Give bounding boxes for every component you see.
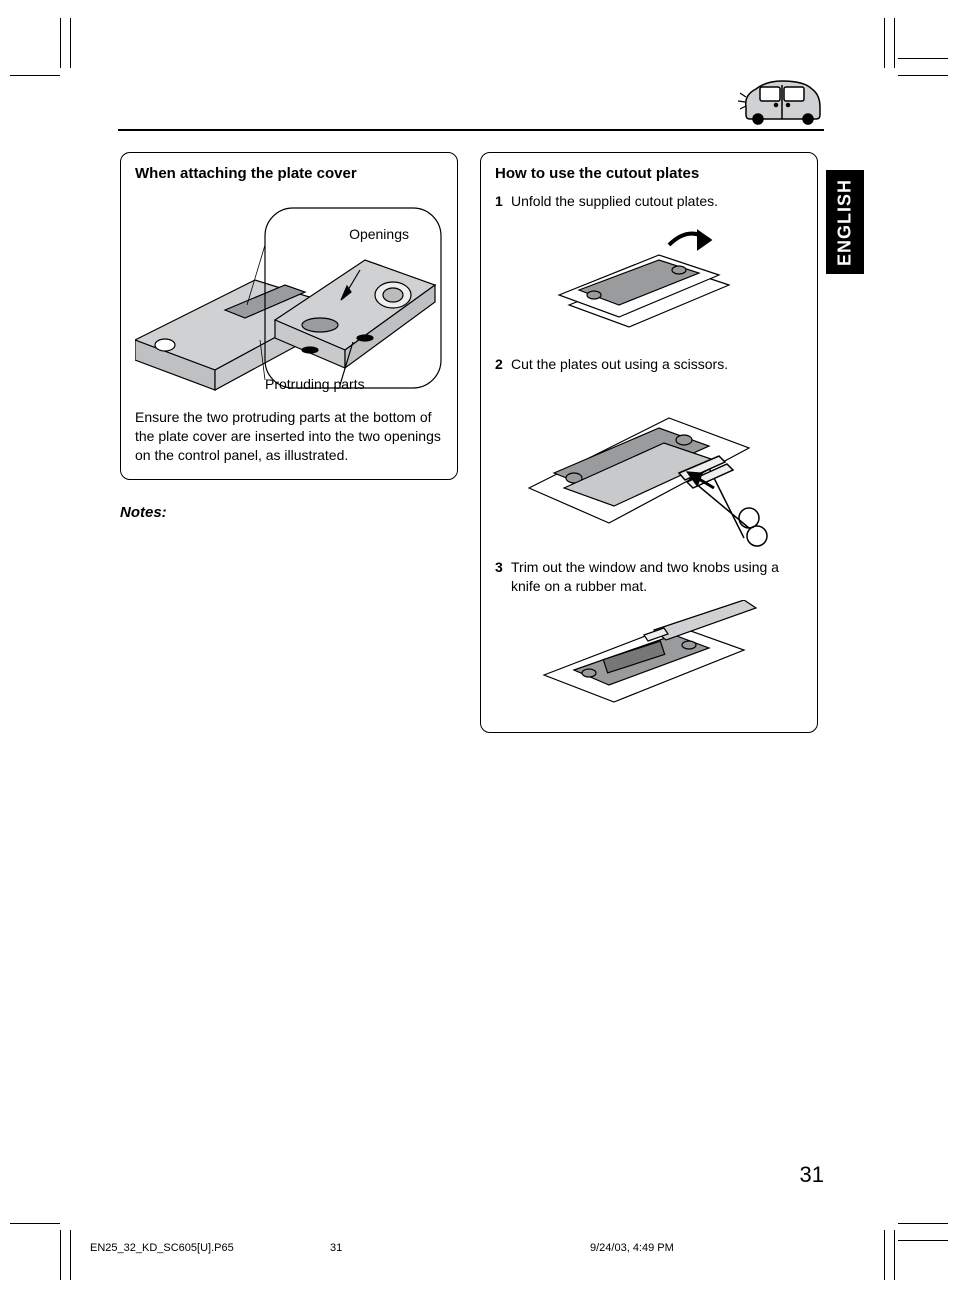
crop-mark <box>894 1230 895 1280</box>
crop-mark <box>898 1223 948 1224</box>
notes-heading: Notes: <box>120 504 458 521</box>
manual-page: ENGLISH When attaching the plate cover <box>0 0 954 1294</box>
cutout-plates-title: How to use the cutout plates <box>495 165 803 182</box>
page-number: 31 <box>800 1162 824 1188</box>
crop-mark <box>884 1230 885 1280</box>
header-rule <box>118 129 824 131</box>
plate-cover-text: Ensure the two protruding parts at the b… <box>135 408 443 465</box>
step-2-number: 2 <box>495 355 511 374</box>
cutout-plates-box: How to use the cutout plates 1 Unfold th… <box>480 152 818 733</box>
openings-label: Openings <box>349 226 409 242</box>
step-3: 3 Trim out the window and two knobs usin… <box>495 558 803 596</box>
crop-mark <box>898 1240 948 1241</box>
footer-timestamp: 9/24/03, 4:49 PM <box>590 1242 864 1254</box>
left-column: When attaching the plate cover <box>120 152 458 521</box>
crop-mark <box>70 18 71 68</box>
crop-mark <box>70 1230 71 1280</box>
step-3-number: 3 <box>495 558 511 596</box>
crop-mark <box>10 75 60 76</box>
plate-cover-figure: Openings Protruding parts <box>135 190 443 400</box>
crop-mark <box>898 75 948 76</box>
protruding-parts-label: Protruding parts <box>265 376 365 392</box>
plate-cover-box: When attaching the plate cover <box>120 152 458 480</box>
step-2-figure <box>519 378 779 548</box>
step-1-text: Unfold the supplied cutout plates. <box>511 192 803 211</box>
crop-mark <box>10 1223 60 1224</box>
step-2-text: Cut the plates out using a scissors. <box>511 355 803 374</box>
step-1: 1 Unfold the supplied cutout plates. <box>495 192 803 211</box>
step-1-figure <box>549 215 749 345</box>
crop-mark <box>60 1230 61 1280</box>
crop-mark <box>884 18 885 68</box>
step-3-figure <box>534 600 764 710</box>
plate-cover-title: When attaching the plate cover <box>135 165 443 182</box>
crop-mark <box>60 18 61 68</box>
step-2: 2 Cut the plates out using a scissors. <box>495 355 803 374</box>
language-tab: ENGLISH <box>826 170 864 274</box>
car-icon <box>738 75 824 130</box>
crop-mark <box>894 18 895 68</box>
step-3-text: Trim out the window and two knobs using … <box>511 558 803 596</box>
crop-mark <box>898 58 948 59</box>
footer: EN25_32_KD_SC605[U].P65 31 9/24/03, 4:49… <box>90 1242 864 1254</box>
step-1-number: 1 <box>495 192 511 211</box>
footer-file: EN25_32_KD_SC605[U].P65 <box>90 1242 330 1254</box>
right-column: How to use the cutout plates 1 Unfold th… <box>480 152 818 733</box>
footer-page: 31 <box>330 1242 590 1254</box>
